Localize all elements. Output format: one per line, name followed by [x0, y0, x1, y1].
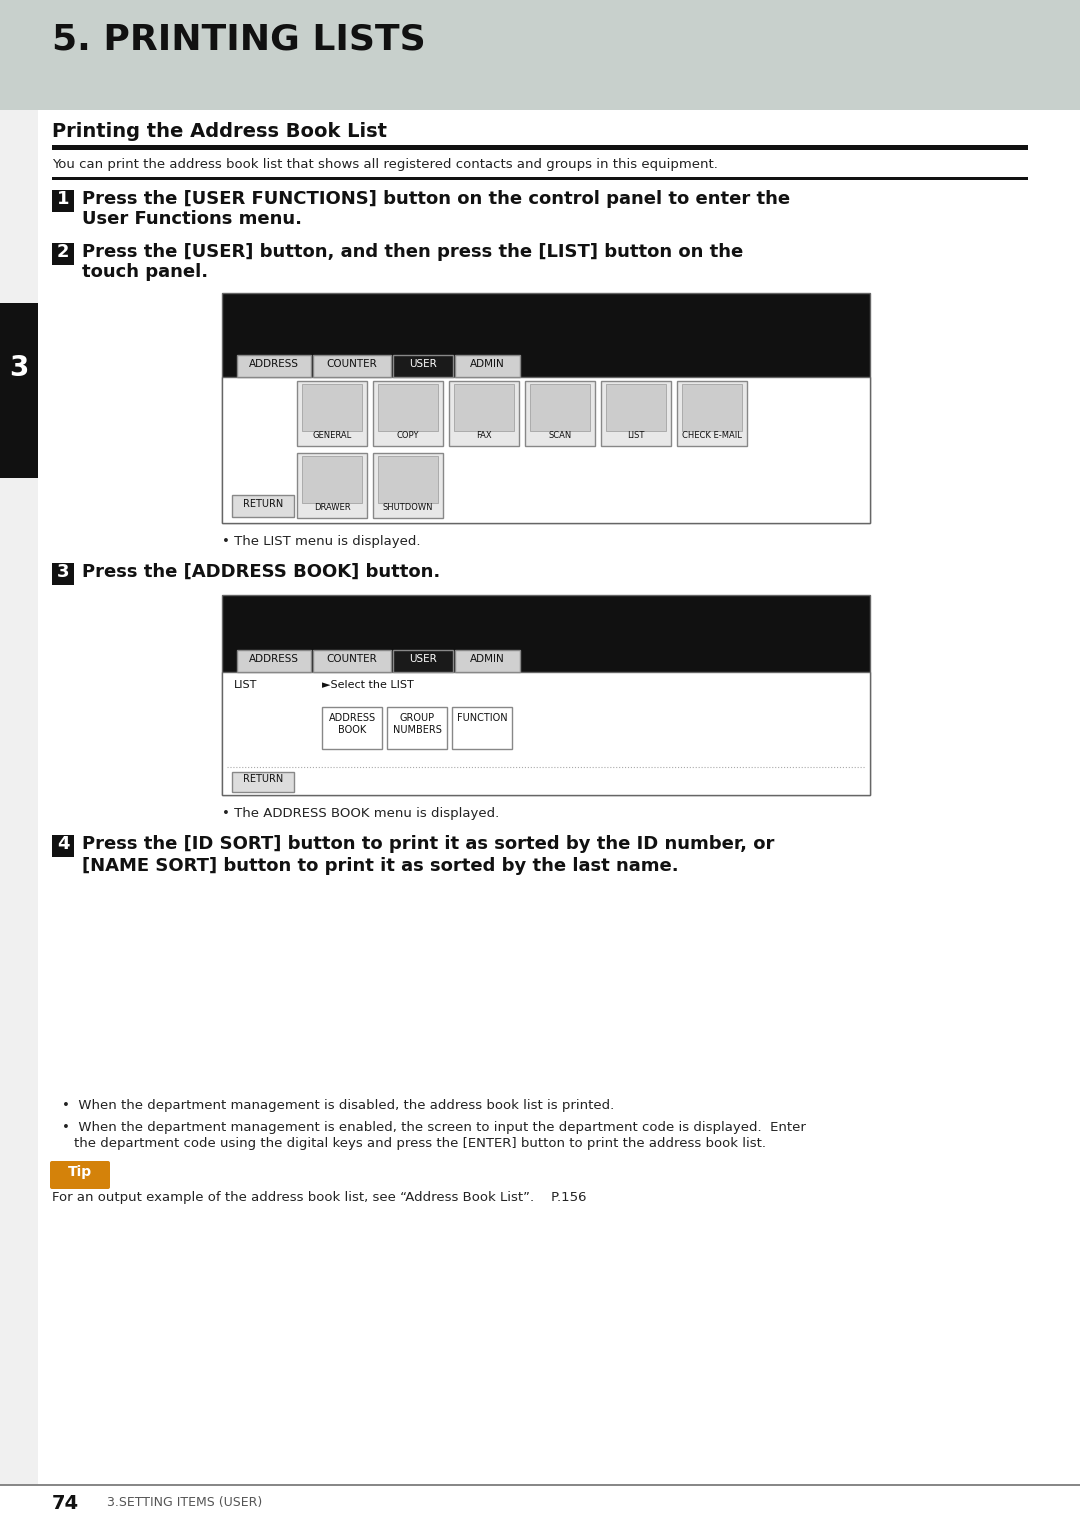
Bar	[222, 671, 870, 795]
Text: LIST: LIST	[234, 681, 257, 690]
Bar	[222, 377, 870, 523]
Text: 2: 2	[57, 243, 69, 261]
Text: For an output example of the address book list, see “Address Book List”.    P.15: For an output example of the address boo…	[52, 1190, 586, 1204]
Bar	[232, 772, 294, 792]
Bar	[52, 145, 1028, 150]
Bar	[681, 385, 742, 430]
Text: FAX: FAX	[476, 430, 491, 439]
Bar	[454, 385, 514, 430]
Text: COUNTER: COUNTER	[326, 359, 377, 369]
Bar	[237, 650, 311, 671]
Text: LIST: LIST	[627, 430, 645, 439]
Bar	[453, 707, 512, 749]
Text: 3: 3	[10, 354, 29, 382]
Text: • The ADDRESS BOOK menu is displayed.: • The ADDRESS BOOK menu is displayed.	[222, 807, 499, 819]
Text: SCAN: SCAN	[549, 430, 571, 439]
Text: ADDRESS: ADDRESS	[249, 655, 299, 664]
Bar	[52, 563, 75, 584]
Bar	[600, 382, 671, 446]
Bar	[393, 356, 453, 377]
Bar	[606, 385, 666, 430]
Bar	[525, 382, 595, 446]
Bar	[297, 453, 367, 517]
Bar	[313, 356, 391, 377]
Text: 3: 3	[57, 563, 69, 581]
Text: Tip: Tip	[68, 1164, 92, 1180]
Bar	[449, 382, 519, 446]
Text: ►Select the LIST: ►Select the LIST	[322, 681, 414, 690]
Text: RETURN: RETURN	[243, 499, 283, 510]
Bar	[232, 494, 294, 517]
Bar	[237, 356, 311, 377]
Bar	[0, 0, 1080, 110]
Bar	[0, 1483, 1080, 1486]
Text: [NAME SORT] button to print it as sorted by the last name.: [NAME SORT] button to print it as sorted…	[82, 858, 678, 874]
Text: SHUTDOWN: SHUTDOWN	[382, 504, 433, 513]
Bar	[378, 456, 438, 504]
Bar	[52, 243, 75, 266]
Text: FUNCTION: FUNCTION	[457, 713, 508, 723]
Text: You can print the address book list that shows all registered contacts and group: You can print the address book list that…	[52, 159, 718, 171]
Text: ADMIN: ADMIN	[470, 359, 504, 369]
Text: RETURN: RETURN	[243, 774, 283, 784]
Text: • The LIST menu is displayed.: • The LIST menu is displayed.	[222, 536, 420, 548]
Text: ADDRESS: ADDRESS	[249, 359, 299, 369]
Bar	[52, 177, 1028, 180]
Bar	[378, 385, 438, 430]
Bar	[313, 650, 391, 671]
Text: •  When the department management is disabled, the address book list is printed.: • When the department management is disa…	[62, 1099, 615, 1112]
Bar	[222, 595, 870, 795]
Bar	[455, 356, 519, 377]
Text: Press the [USER] button, and then press the [LIST] button on the: Press the [USER] button, and then press …	[82, 243, 743, 261]
Text: COUNTER: COUNTER	[326, 655, 377, 664]
Text: 74: 74	[52, 1494, 79, 1512]
Bar	[455, 650, 519, 671]
Text: Press the [USER FUNCTIONS] button on the control panel to enter the: Press the [USER FUNCTIONS] button on the…	[82, 191, 791, 208]
Bar	[373, 453, 443, 517]
Text: ADMIN: ADMIN	[470, 655, 504, 664]
Bar	[52, 191, 75, 212]
Bar	[52, 835, 75, 858]
Bar	[297, 382, 367, 446]
Text: USER: USER	[409, 359, 437, 369]
FancyBboxPatch shape	[50, 1161, 110, 1189]
Text: 4: 4	[57, 835, 69, 853]
Bar	[393, 650, 453, 671]
Text: CHECK E-MAIL: CHECK E-MAIL	[683, 430, 742, 439]
Bar	[302, 385, 362, 430]
Text: •  When the department management is enabled, the screen to input the department: • When the department management is enab…	[62, 1122, 806, 1134]
Bar	[0, 304, 38, 478]
Bar	[302, 456, 362, 504]
Text: DRAWER: DRAWER	[313, 504, 350, 513]
Bar	[0, 110, 38, 1483]
Text: GENERAL: GENERAL	[312, 430, 352, 439]
Text: the department code using the digital keys and press the [ENTER] button to print: the department code using the digital ke…	[75, 1137, 766, 1151]
Text: USER: USER	[409, 655, 437, 664]
Bar	[322, 707, 382, 749]
Bar	[222, 293, 870, 523]
Text: 5. PRINTING LISTS: 5. PRINTING LISTS	[52, 21, 426, 56]
Text: Press the [ADDRESS BOOK] button.: Press the [ADDRESS BOOK] button.	[82, 563, 441, 581]
Text: COPY: COPY	[396, 430, 419, 439]
Bar	[530, 385, 590, 430]
Bar	[387, 707, 447, 749]
Bar	[677, 382, 747, 446]
Text: User Functions menu.: User Functions menu.	[82, 211, 302, 227]
Text: Printing the Address Book List: Printing the Address Book List	[52, 122, 387, 140]
Text: ADDRESS
BOOK: ADDRESS BOOK	[328, 713, 376, 734]
Text: 3.SETTING ITEMS (USER): 3.SETTING ITEMS (USER)	[107, 1495, 262, 1509]
Text: 1: 1	[57, 191, 69, 208]
Text: Press the [ID SORT] button to print it as sorted by the ID number, or: Press the [ID SORT] button to print it a…	[82, 835, 774, 853]
Bar	[0, 1483, 1080, 1526]
Text: GROUP
NUMBERS: GROUP NUMBERS	[392, 713, 442, 734]
Text: touch panel.: touch panel.	[82, 262, 208, 281]
Bar	[373, 382, 443, 446]
